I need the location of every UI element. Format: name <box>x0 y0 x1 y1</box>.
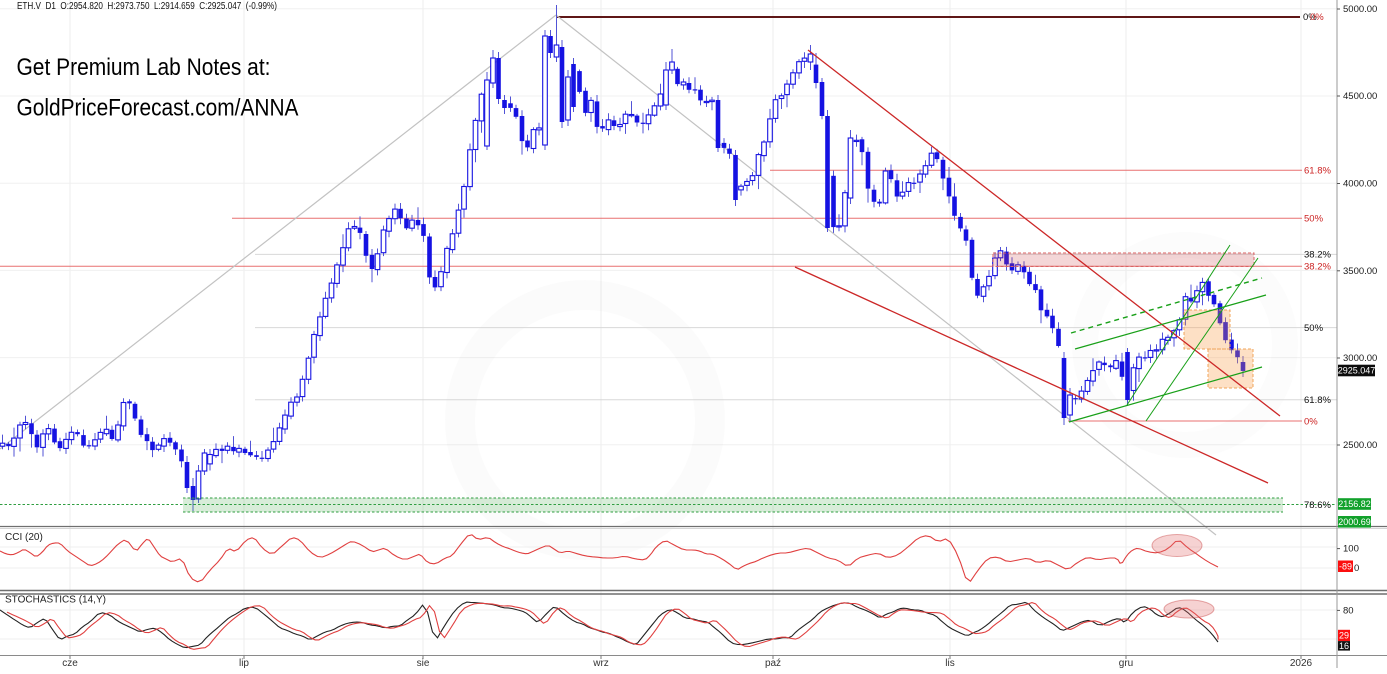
svg-text:0%: 0% <box>1303 12 1317 23</box>
svg-text:cze: cze <box>62 658 78 669</box>
svg-text:sie: sie <box>417 658 430 669</box>
svg-text:CCI (20): CCI (20) <box>5 532 43 543</box>
svg-text:38.2%: 38.2% <box>1304 262 1331 273</box>
svg-text:29: 29 <box>1339 631 1349 641</box>
svg-text:4500.00: 4500.00 <box>1343 91 1377 102</box>
svg-text:38.2%: 38.2% <box>1304 250 1331 261</box>
svg-text:100: 100 <box>1343 544 1359 555</box>
svg-text:lip: lip <box>239 658 249 669</box>
svg-text:2026: 2026 <box>1290 658 1313 669</box>
svg-text:2925.047: 2925.047 <box>1338 366 1376 376</box>
svg-text:0: 0 <box>1354 563 1359 574</box>
svg-text:0%: 0% <box>1304 417 1318 428</box>
svg-text:-89: -89 <box>1339 561 1352 571</box>
svg-text:GoldPriceForecast.com/ANNA: GoldPriceForecast.com/ANNA <box>17 94 300 121</box>
svg-text:3000.00: 3000.00 <box>1343 353 1377 364</box>
svg-text:61.8%: 61.8% <box>1304 395 1331 406</box>
svg-text:0%: 0% <box>1310 12 1324 23</box>
svg-text:3500.00: 3500.00 <box>1343 266 1377 277</box>
svg-text:wrz: wrz <box>592 658 609 669</box>
svg-text:STOCHASTICS (14,Y): STOCHASTICS (14,Y) <box>5 595 106 606</box>
svg-text:lis: lis <box>945 658 954 669</box>
svg-text:4000.00: 4000.00 <box>1343 179 1377 190</box>
svg-text:78.6%: 78.6% <box>1304 500 1331 511</box>
svg-text:50%: 50% <box>1304 323 1324 334</box>
svg-text:5000.00: 5000.00 <box>1343 4 1377 15</box>
svg-text:2000.69: 2000.69 <box>1338 517 1371 527</box>
svg-text:paź: paź <box>765 658 781 669</box>
svg-text:2500.00: 2500.00 <box>1343 440 1377 451</box>
svg-text:80: 80 <box>1343 605 1354 616</box>
svg-text:16: 16 <box>1339 641 1349 651</box>
svg-text:61.8%: 61.8% <box>1304 166 1331 177</box>
svg-text:50%: 50% <box>1304 214 1324 225</box>
svg-text:Get Premium Lab Notes at:: Get Premium Lab Notes at: <box>17 54 271 81</box>
svg-text:ETH.V D1 O:2954.820 H:2973.: ETH.V D1 O:2954.820 H:2973.750 L:2914.65… <box>17 1 277 12</box>
svg-text:gru: gru <box>1119 658 1133 669</box>
svg-text:2156.82: 2156.82 <box>1338 499 1371 509</box>
